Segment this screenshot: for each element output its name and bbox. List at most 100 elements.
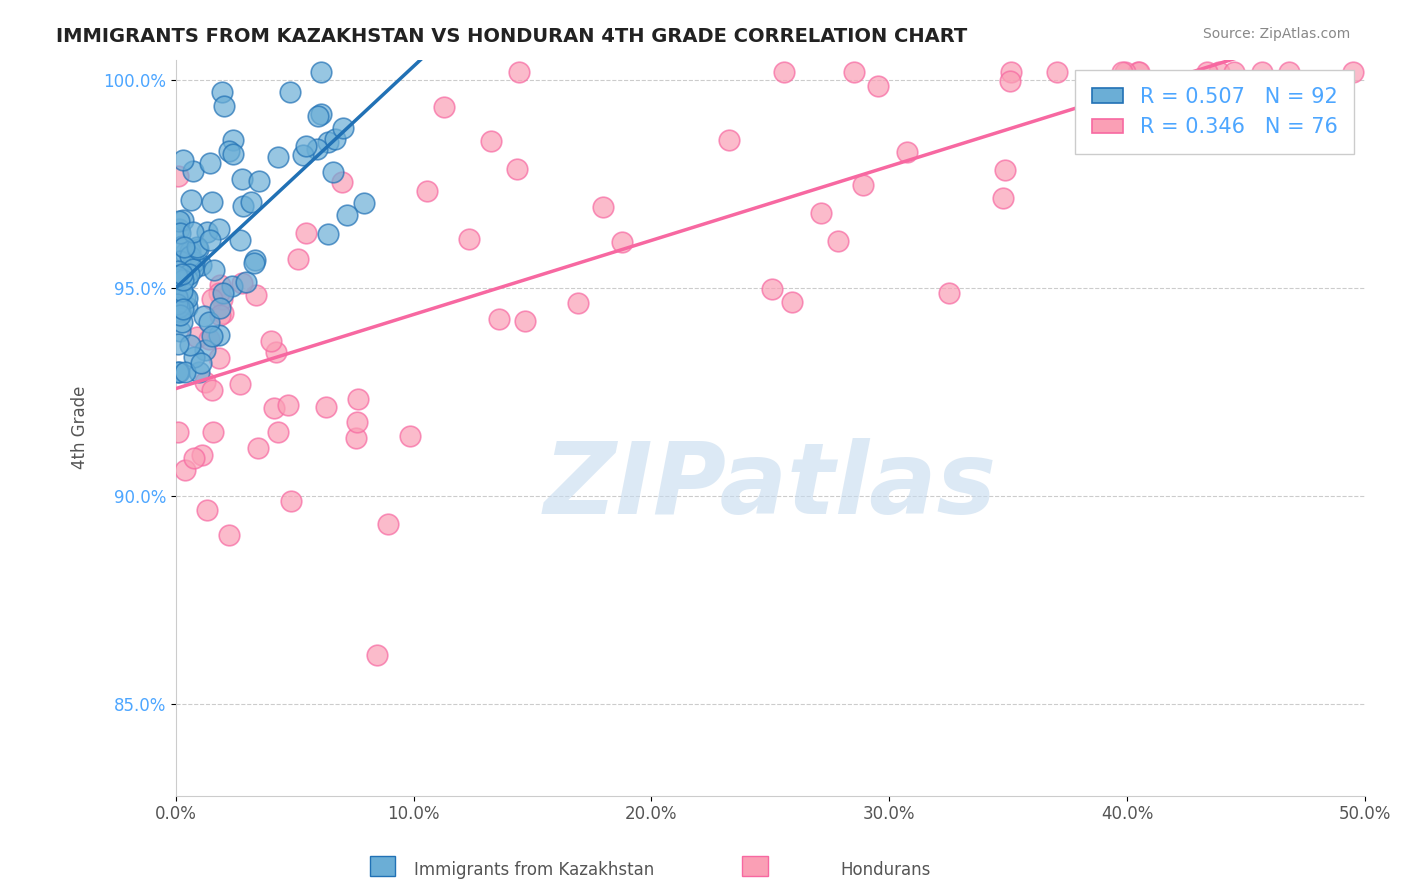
Point <box>1000 65 1022 79</box>
Point <box>222 133 245 147</box>
Point <box>1208 65 1230 79</box>
Point <box>245 288 267 302</box>
Point <box>292 148 315 162</box>
Point <box>315 400 337 414</box>
Text: Hondurans: Hondurans <box>841 861 931 879</box>
Point <box>187 242 209 256</box>
Point <box>167 169 190 184</box>
Point <box>479 134 502 148</box>
Point <box>231 276 253 290</box>
Point <box>267 425 290 439</box>
Text: ZIPatlas: ZIPatlas <box>544 438 997 535</box>
Point <box>222 147 245 161</box>
Point <box>177 267 200 281</box>
Point <box>415 184 437 198</box>
Point <box>993 162 1015 177</box>
Point <box>172 301 194 316</box>
Point <box>186 240 208 254</box>
Point <box>166 269 188 284</box>
Point <box>277 398 299 412</box>
Point <box>169 308 191 322</box>
Point <box>201 292 224 306</box>
Point <box>240 195 263 210</box>
Point <box>190 356 212 370</box>
Text: Source: ZipAtlas.com: Source: ZipAtlas.com <box>1202 27 1350 41</box>
Point <box>231 171 253 186</box>
Point <box>457 232 479 246</box>
Point <box>1045 65 1067 79</box>
Point <box>183 350 205 364</box>
Point <box>166 289 188 303</box>
Point <box>287 252 309 267</box>
Point <box>896 145 918 160</box>
Point <box>993 191 1015 205</box>
Point <box>218 527 240 541</box>
Point <box>166 269 188 284</box>
Point <box>183 255 205 269</box>
Point <box>169 300 191 314</box>
Point <box>169 226 191 240</box>
Point <box>332 121 354 136</box>
Point <box>207 285 229 300</box>
Point <box>1126 65 1149 79</box>
Point <box>166 296 188 310</box>
Point <box>336 208 359 222</box>
Point <box>229 377 252 392</box>
Point <box>246 441 269 455</box>
Point <box>322 165 344 179</box>
Text: Immigrants from Kazakhstan: Immigrants from Kazakhstan <box>415 861 654 879</box>
Point <box>235 275 257 289</box>
Point <box>181 261 204 276</box>
Point <box>170 284 193 298</box>
Point <box>208 301 231 315</box>
Point <box>176 272 198 286</box>
Point <box>179 337 201 351</box>
Point <box>278 85 301 99</box>
Point <box>181 225 204 239</box>
Point <box>172 213 194 227</box>
Point <box>399 428 422 442</box>
Point <box>260 334 283 348</box>
Point <box>172 272 194 286</box>
Point <box>173 289 195 303</box>
Point <box>353 196 375 211</box>
Point <box>307 108 329 122</box>
Point <box>567 295 589 310</box>
Point <box>195 225 218 239</box>
Point <box>377 517 399 532</box>
Point <box>1278 65 1301 79</box>
Point <box>209 308 232 322</box>
Point <box>166 264 188 278</box>
Point <box>868 78 890 93</box>
Point <box>174 463 197 477</box>
Point <box>842 65 865 79</box>
Point <box>1000 74 1022 88</box>
Point <box>433 100 456 114</box>
Point <box>263 401 285 415</box>
Point <box>827 234 849 248</box>
Point <box>772 65 794 79</box>
Point <box>208 328 231 343</box>
Point <box>780 294 803 309</box>
Point <box>212 285 235 300</box>
Point <box>761 282 783 296</box>
Point <box>1111 65 1133 79</box>
Point <box>1223 65 1246 79</box>
Point <box>172 239 194 253</box>
Point <box>167 365 190 379</box>
Point <box>183 256 205 270</box>
Point <box>280 493 302 508</box>
Point <box>267 150 290 164</box>
Point <box>214 99 236 113</box>
Point <box>169 324 191 338</box>
Point <box>316 135 339 149</box>
Point <box>294 138 316 153</box>
Point <box>346 415 368 429</box>
Point <box>332 175 354 189</box>
Point <box>198 156 221 170</box>
Point <box>169 305 191 319</box>
Point <box>169 254 191 268</box>
Point <box>167 365 190 379</box>
Point <box>852 178 875 193</box>
Point <box>190 258 212 272</box>
